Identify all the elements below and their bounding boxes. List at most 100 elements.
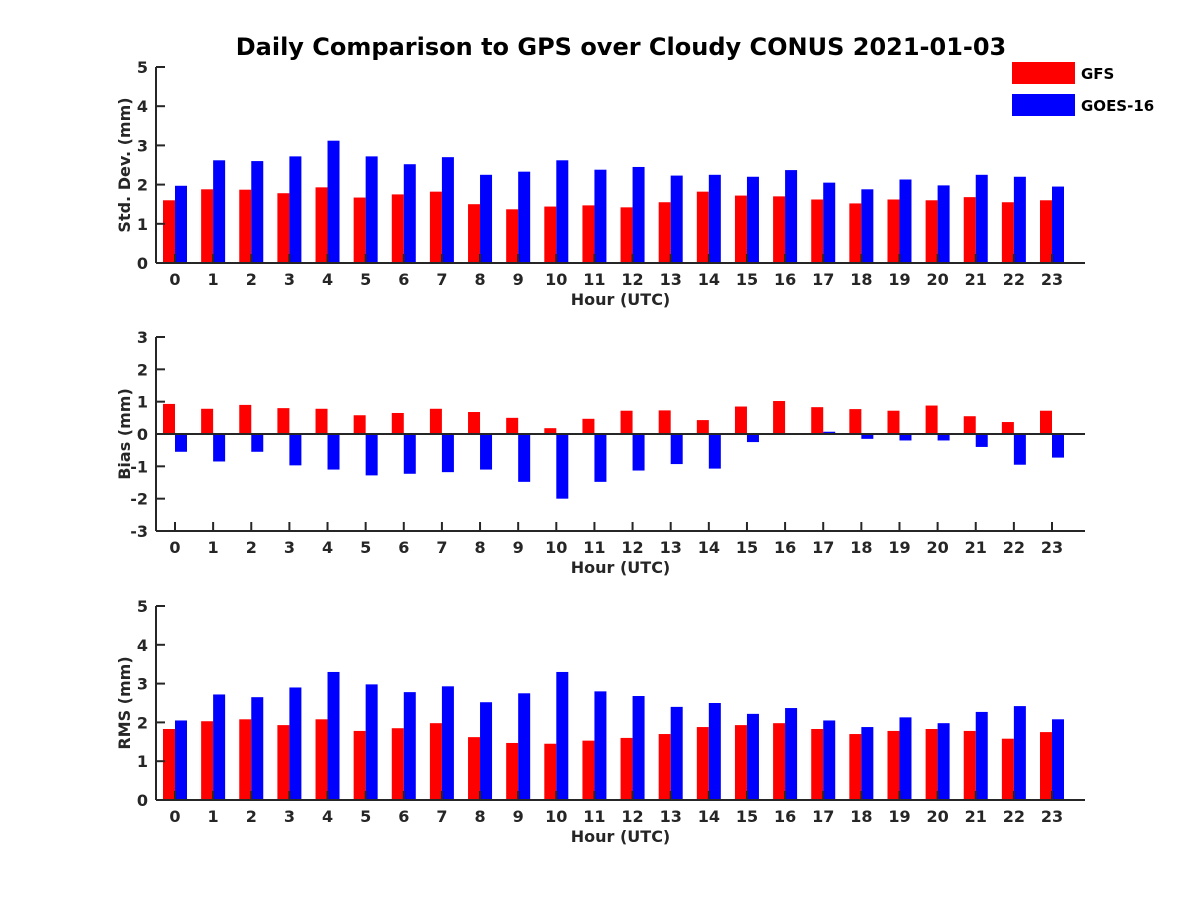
std-dev-bar-goes16-7 — [441, 157, 454, 263]
rms-x-tick-label: 7 — [436, 807, 447, 826]
bias-bar-gfs-8 — [468, 412, 481, 434]
std-dev-bar-goes16-20 — [937, 185, 950, 263]
bias-y-tick-label: 2 — [137, 360, 148, 379]
bias-bar-gfs-0 — [163, 403, 175, 434]
rms-bar-goes16-12 — [632, 696, 645, 800]
std-dev-bar-goes16-18 — [861, 189, 874, 263]
std-dev-x-tick-label: 9 — [513, 270, 524, 289]
bias-bar-gfs-20 — [925, 405, 938, 434]
rms-bar-gfs-6 — [391, 728, 404, 800]
bias-bar-goes16-5 — [365, 434, 378, 476]
std-dev-bar-goes16-22 — [1013, 176, 1026, 263]
std-dev-y-tick-label: 1 — [137, 215, 148, 234]
bias-bar-gfs-1 — [201, 408, 214, 434]
std-dev-bar-gfs-15 — [734, 195, 747, 263]
bias-x-tick-label: 7 — [436, 538, 447, 557]
std-dev-y-tick-label: 4 — [137, 97, 148, 116]
rms-bar-goes16-23 — [1052, 719, 1064, 800]
rms-bar-goes16-21 — [975, 711, 988, 800]
std-dev-x-tick-label: 19 — [888, 270, 910, 289]
rms-x-tick-label: 15 — [736, 807, 758, 826]
bias-x-tick-label: 12 — [621, 538, 643, 557]
std-dev-bar-gfs-16 — [773, 196, 786, 263]
bias-bar-goes16-9 — [518, 434, 531, 482]
std-dev-y-tick-label: 0 — [137, 254, 148, 273]
rms-x-tick-label: 18 — [850, 807, 872, 826]
std-dev-bar-goes16-4 — [327, 140, 340, 263]
bias-bar-gfs-16 — [773, 401, 786, 434]
std-dev-bar-gfs-3 — [277, 193, 290, 263]
std-dev-bar-gfs-12 — [620, 207, 633, 263]
rms-bar-gfs-4 — [315, 719, 328, 800]
std-dev-x-tick-label: 20 — [926, 270, 948, 289]
rms-bar-goes16-0 — [175, 720, 187, 800]
std-dev-bar-gfs-0 — [163, 200, 175, 263]
bias-bar-gfs-15 — [734, 406, 747, 434]
rms-bar-goes16-17 — [823, 720, 836, 800]
rms-bar-goes16-2 — [251, 697, 264, 800]
std-dev-bar-gfs-5 — [353, 197, 366, 263]
rms-x-tick-label: 4 — [322, 807, 333, 826]
rms-y-tick-label: 3 — [137, 675, 148, 694]
bias-x-tick-label: 21 — [965, 538, 987, 557]
rms-y-tick-label: 0 — [137, 791, 148, 810]
std-dev-x-tick-label: 22 — [1003, 270, 1025, 289]
std-dev-bar-gfs-14 — [696, 191, 709, 263]
rms-bar-goes16-18 — [861, 727, 874, 800]
std-dev-x-tick-label: 2 — [246, 270, 257, 289]
bias-bar-gfs-7 — [429, 408, 442, 434]
bias-bar-gfs-17 — [811, 407, 824, 434]
bias-y-tick-label: 1 — [137, 393, 148, 412]
bias-y-tick-label: -2 — [130, 490, 148, 509]
rms-bar-goes16-8 — [480, 702, 493, 800]
std-dev-bar-gfs-7 — [429, 191, 442, 263]
std-dev-x-tick-label: 10 — [545, 270, 567, 289]
bias-bar-gfs-10 — [544, 428, 557, 434]
bias-x-tick-label: 23 — [1041, 538, 1063, 557]
rms-y-tick-label: 1 — [137, 752, 148, 771]
bias-bar-goes16-4 — [327, 434, 340, 470]
std-dev-bar-goes16-1 — [213, 160, 226, 263]
std-dev-bar-goes16-0 — [175, 185, 187, 263]
rms-x-tick-label: 13 — [660, 807, 682, 826]
rms-bar-goes16-15 — [746, 713, 759, 800]
bias-bar-gfs-13 — [658, 410, 671, 434]
std-dev-x-axis-label: Hour (UTC) — [571, 290, 671, 309]
rms-bar-goes16-9 — [518, 693, 531, 800]
bias-bar-goes16-12 — [632, 434, 645, 471]
std-dev-bar-goes16-15 — [746, 176, 759, 263]
std-dev-x-tick-label: 5 — [360, 270, 371, 289]
bias-x-tick-label: 1 — [208, 538, 219, 557]
bias-bar-goes16-0 — [175, 434, 187, 452]
rms-bar-gfs-21 — [963, 730, 976, 800]
rms-bar-gfs-22 — [1001, 738, 1014, 800]
std-dev-bar-goes16-12 — [632, 166, 645, 263]
chart-title: Daily Comparison to GPS over Cloudy CONU… — [236, 33, 1007, 61]
rms-x-tick-label: 20 — [926, 807, 948, 826]
std-dev-bar-gfs-17 — [811, 199, 824, 263]
rms-bar-gfs-10 — [544, 743, 557, 800]
std-dev-x-tick-label: 23 — [1041, 270, 1063, 289]
rms-bar-gfs-16 — [773, 723, 786, 800]
rms-bar-gfs-18 — [849, 734, 862, 800]
rms-x-tick-label: 16 — [774, 807, 796, 826]
bias-bar-goes16-21 — [975, 434, 988, 447]
bias-y-tick-label: -1 — [130, 457, 148, 476]
bias-bar-goes16-17 — [823, 431, 836, 434]
std-dev-bar-gfs-6 — [391, 194, 404, 263]
bias-x-tick-label: 0 — [169, 538, 180, 557]
rms-x-tick-label: 8 — [474, 807, 485, 826]
rms-bar-goes16-11 — [594, 691, 607, 800]
std-dev-x-tick-label: 1 — [208, 270, 219, 289]
bias-x-tick-label: 15 — [736, 538, 758, 557]
bias-bar-gfs-3 — [277, 408, 290, 434]
std-dev-x-tick-label: 16 — [774, 270, 796, 289]
rms-bar-gfs-3 — [277, 725, 290, 800]
rms-bar-gfs-2 — [239, 719, 252, 800]
rms-bar-gfs-14 — [696, 727, 709, 800]
rms-y-tick-label: 2 — [137, 713, 148, 732]
std-dev-x-tick-label: 0 — [169, 270, 180, 289]
std-dev-bar-goes16-14 — [708, 174, 721, 263]
std-dev-bar-gfs-19 — [887, 199, 900, 263]
std-dev-x-tick-label: 8 — [474, 270, 485, 289]
